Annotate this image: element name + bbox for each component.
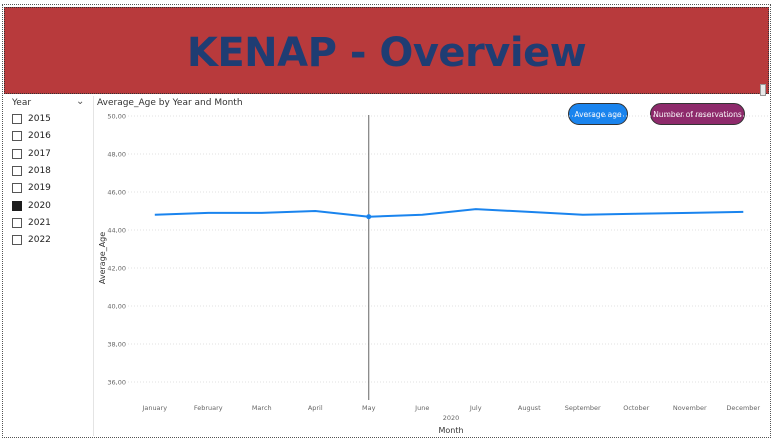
slicer-item-2016[interactable]: 2016	[12, 129, 51, 143]
slicer-item-2020[interactable]: 2020	[12, 199, 51, 213]
page-title: KENAP - Overview	[186, 30, 587, 76]
checkbox[interactable]	[12, 131, 22, 141]
slicer-item-2019[interactable]: 2019	[12, 181, 51, 195]
y-tick-label: 48,00	[107, 151, 126, 159]
data-point[interactable]	[366, 214, 372, 220]
x-tick-label: November	[673, 404, 707, 412]
slicer-item-2022[interactable]: 2022	[12, 233, 51, 247]
year-slicer: Year ⌄ 2015 2016 2017 2018 2019 2020 202…	[4, 96, 94, 436]
slicer-item-label: 2017	[28, 149, 51, 159]
x-tick-label: July	[469, 404, 482, 412]
slicer-item-2017[interactable]: 2017	[12, 147, 51, 161]
x-axis-title: Month	[438, 426, 463, 435]
report-canvas	[2, 4, 771, 438]
y-tick-label: 44,00	[107, 227, 126, 235]
slicer-item-2018[interactable]: 2018	[12, 164, 51, 178]
slicer-item-label: 2018	[28, 166, 51, 176]
y-tick-label: 50,00	[107, 113, 126, 121]
y-tick-label: 40,00	[107, 303, 126, 311]
chevron-down-icon[interactable]: ⌄	[76, 96, 85, 107]
number-of-reservations-button[interactable]: Number of reservations	[650, 103, 745, 125]
x-tick-label: January	[141, 404, 167, 412]
checkbox[interactable]	[12, 114, 22, 124]
slicer-item-label: 2021	[28, 218, 51, 228]
checkbox[interactable]	[12, 183, 22, 193]
x-tick-label: March	[252, 404, 272, 412]
checkbox[interactable]	[12, 235, 22, 245]
slicer-item-label: 2020	[28, 201, 51, 211]
checkbox[interactable]	[12, 218, 22, 228]
y-tick-label: 36,00	[107, 379, 126, 387]
checkbox-checked[interactable]	[12, 201, 22, 211]
x-tick-label: June	[414, 404, 429, 412]
x-axis-group-label: 2020	[443, 414, 460, 422]
checkbox[interactable]	[12, 166, 22, 176]
slicer-item-label: 2019	[28, 183, 51, 193]
slicer-item-label: 2015	[28, 114, 51, 124]
scrollbar-handle[interactable]	[760, 84, 766, 96]
checkbox[interactable]	[12, 149, 22, 159]
y-tick-label: 42,00	[107, 265, 126, 273]
slicer-title: Year	[12, 98, 32, 108]
x-tick-label: August	[518, 404, 541, 412]
chart-title: Average_Age by Year and Month	[97, 98, 243, 108]
slicer-item-2021[interactable]: 2021	[12, 216, 51, 230]
y-tick-label: 46,00	[107, 189, 126, 197]
series-line-average-age	[154, 208, 744, 218]
x-tick-label: October	[623, 404, 649, 412]
slicer-item-label: 2022	[28, 235, 51, 245]
x-tick-label: April	[308, 404, 323, 412]
x-tick-label: September	[565, 404, 601, 412]
y-tick-label: 38,00	[107, 341, 126, 349]
x-tick-label: May	[362, 404, 376, 412]
slicer-item-2015[interactable]: 2015	[12, 112, 51, 126]
report-header: KENAP - Overview	[4, 7, 769, 96]
x-tick-label: December	[726, 404, 760, 412]
x-tick-label: February	[194, 404, 223, 412]
slicer-item-label: 2016	[28, 131, 51, 141]
average-age-button[interactable]: Average age	[568, 103, 628, 125]
y-axis-title: Average_Age	[98, 232, 107, 284]
